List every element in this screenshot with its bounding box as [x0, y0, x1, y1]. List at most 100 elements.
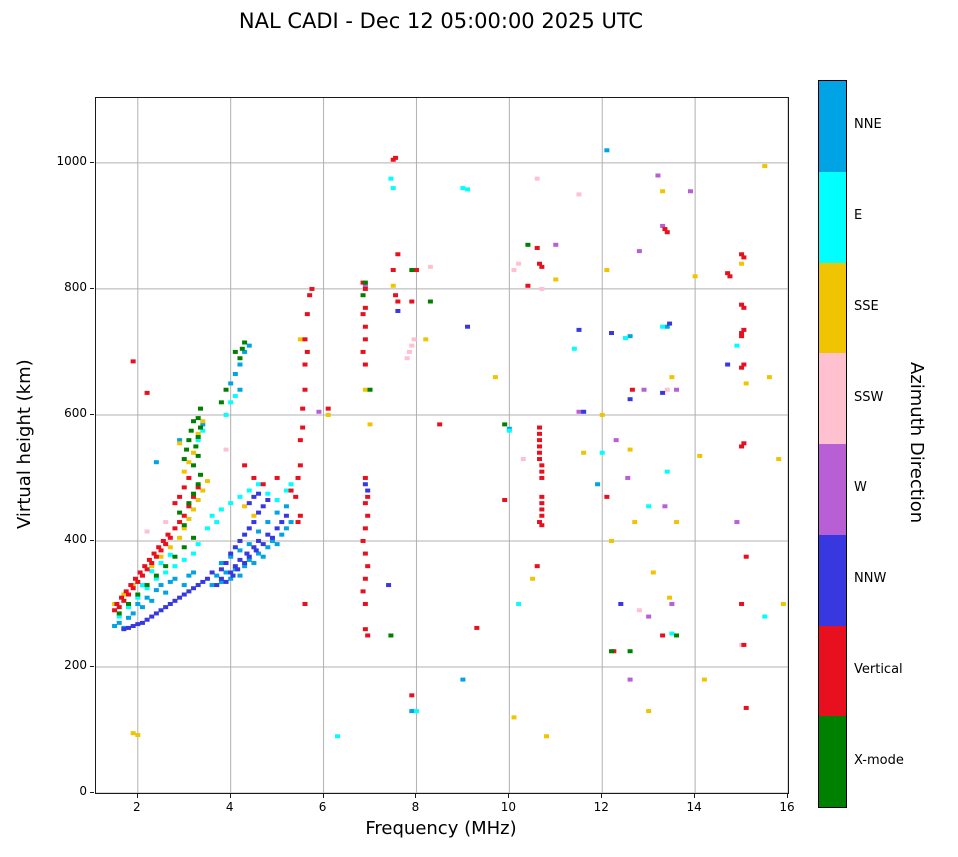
- data-point-x-mode: [163, 564, 169, 569]
- data-point-vertical: [132, 576, 138, 581]
- data-point-sse: [609, 538, 615, 543]
- data-point-nne: [595, 482, 601, 487]
- data-point-vertical: [126, 592, 132, 597]
- data-point-x-mode: [195, 453, 201, 458]
- data-point-nne: [130, 611, 136, 616]
- data-point-nnw: [158, 608, 164, 613]
- data-point-nnw: [232, 545, 238, 550]
- data-point-e: [163, 570, 169, 575]
- data-point-nne: [126, 615, 132, 620]
- data-point-w: [674, 387, 680, 392]
- data-point-vertical: [360, 538, 366, 543]
- data-point-ssw: [406, 349, 412, 354]
- data-point-nnw: [242, 532, 248, 537]
- colorbar-segment-nne: [819, 81, 846, 172]
- data-point-vertical: [664, 230, 670, 235]
- data-point-vertical: [539, 463, 545, 468]
- data-point-vertical: [739, 334, 745, 339]
- data-point-e: [506, 428, 512, 433]
- data-point-vertical: [539, 264, 545, 269]
- data-point-vertical: [474, 625, 480, 630]
- data-point-vertical: [537, 438, 543, 443]
- data-point-vertical: [741, 362, 747, 367]
- data-point-ssw: [404, 356, 410, 361]
- data-point-vertical: [156, 545, 162, 550]
- data-point-nnw: [177, 595, 183, 600]
- data-point-e: [390, 186, 396, 191]
- data-point-sse: [669, 375, 675, 380]
- data-point-e: [256, 482, 262, 487]
- y-tick-label: 0: [79, 784, 87, 798]
- data-point-ssw: [144, 529, 150, 534]
- data-point-vertical: [177, 520, 183, 525]
- data-point-x-mode: [239, 346, 245, 351]
- data-point-vertical: [242, 463, 248, 468]
- data-point-vertical: [539, 469, 545, 474]
- data-point-vertical: [662, 227, 668, 232]
- data-point-e: [214, 520, 220, 525]
- data-point-vertical: [365, 494, 371, 499]
- data-point-x-mode: [427, 299, 433, 304]
- data-point-x-mode: [197, 425, 203, 430]
- data-point-e: [413, 709, 419, 714]
- data-point-nne: [214, 573, 220, 578]
- data-point-nnw: [235, 567, 241, 572]
- x-tick-mark: [415, 794, 417, 798]
- data-point-x-mode: [177, 510, 183, 515]
- data-point-ssw: [411, 337, 417, 342]
- y-tick-mark: [90, 792, 94, 793]
- data-point-vertical: [297, 438, 303, 443]
- data-point-nnw: [576, 327, 582, 332]
- x-tick-mark: [787, 794, 788, 798]
- data-point-nne: [228, 554, 234, 559]
- data-point-sse: [121, 592, 127, 597]
- data-point-ssw: [409, 343, 415, 348]
- data-point-sse: [553, 277, 559, 282]
- data-point-vertical: [362, 526, 368, 531]
- data-point-vertical: [604, 494, 610, 499]
- data-point-nnw: [223, 579, 229, 584]
- data-point-nne: [218, 579, 224, 584]
- data-point-x-mode: [360, 293, 366, 298]
- y-tick-label: 1000: [56, 153, 87, 168]
- data-point-vertical: [167, 535, 173, 540]
- data-point-vertical: [130, 359, 136, 364]
- data-point-sse: [167, 545, 173, 550]
- data-point-e: [116, 614, 122, 619]
- colorbar-segment-e: [819, 171, 846, 263]
- data-point-e: [232, 394, 238, 399]
- data-point-nnw: [230, 573, 236, 578]
- data-point-x-mode: [242, 340, 248, 345]
- data-point-e: [237, 494, 243, 499]
- data-point-x-mode: [195, 416, 201, 421]
- data-point-nne: [153, 588, 159, 593]
- data-point-nnw: [144, 617, 150, 622]
- data-point-nnw: [237, 557, 243, 562]
- data-point-nne: [181, 583, 187, 588]
- data-point-nne: [283, 526, 289, 531]
- colorbar-segment-sse: [819, 262, 846, 354]
- data-point-vertical: [295, 520, 301, 525]
- data-point-nne: [274, 542, 280, 547]
- data-point-vertical: [739, 302, 745, 307]
- data-point-e: [335, 734, 341, 739]
- data-point-vertical: [390, 268, 396, 273]
- data-point-vertical: [123, 589, 129, 594]
- data-point-x-mode: [502, 422, 508, 427]
- data-point-nne: [228, 576, 234, 581]
- data-point-sse: [177, 535, 183, 540]
- data-point-nnw: [260, 504, 266, 509]
- x-tick-mark: [694, 794, 696, 798]
- data-point-nnw: [139, 620, 145, 625]
- data-point-nne: [237, 548, 243, 553]
- data-point-x-mode: [181, 457, 187, 462]
- data-point-vertical: [195, 485, 201, 490]
- data-point-vertical: [116, 605, 122, 610]
- data-point-nnw: [218, 567, 224, 572]
- data-point-vertical: [537, 261, 543, 266]
- colorbar-label-ssw: SSW: [854, 389, 884, 405]
- data-point-vertical: [186, 475, 192, 480]
- data-point-vertical: [362, 551, 368, 556]
- data-point-vertical: [437, 422, 443, 427]
- data-point-sse: [251, 513, 257, 518]
